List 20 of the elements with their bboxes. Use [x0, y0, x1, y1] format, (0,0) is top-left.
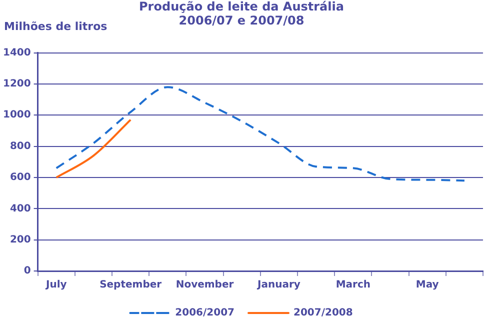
- y-tick-label: 800: [10, 140, 31, 152]
- x-tick-label: November: [176, 280, 234, 291]
- y-tick-label: 1000: [2, 110, 31, 121]
- x-tick-label: May: [416, 280, 440, 291]
- x-tick-label: March: [336, 280, 371, 291]
- y-tick-label: 1200: [2, 78, 31, 90]
- chart-subtitle: 2006/07 e 2007/08: [178, 14, 304, 28]
- x-tick-label: July: [44, 280, 68, 291]
- y-tick-label: 200: [10, 234, 31, 246]
- y-tick-label: 400: [10, 203, 31, 214]
- chart-title: Produção de leite da Austrália: [139, 0, 344, 14]
- y-tick-label: 0: [24, 266, 31, 277]
- legend-label: 2007/2008: [294, 308, 353, 319]
- y-tick-label: 1400: [2, 47, 31, 58]
- line-series: [55, 86, 466, 182]
- y-tick-label: 600: [10, 172, 31, 184]
- y-axis-title: Milhões de litros: [4, 20, 108, 33]
- x-tick-label: January: [256, 280, 301, 291]
- legend-label: 2006/2007: [175, 308, 235, 319]
- x-tick-label: September: [100, 280, 162, 291]
